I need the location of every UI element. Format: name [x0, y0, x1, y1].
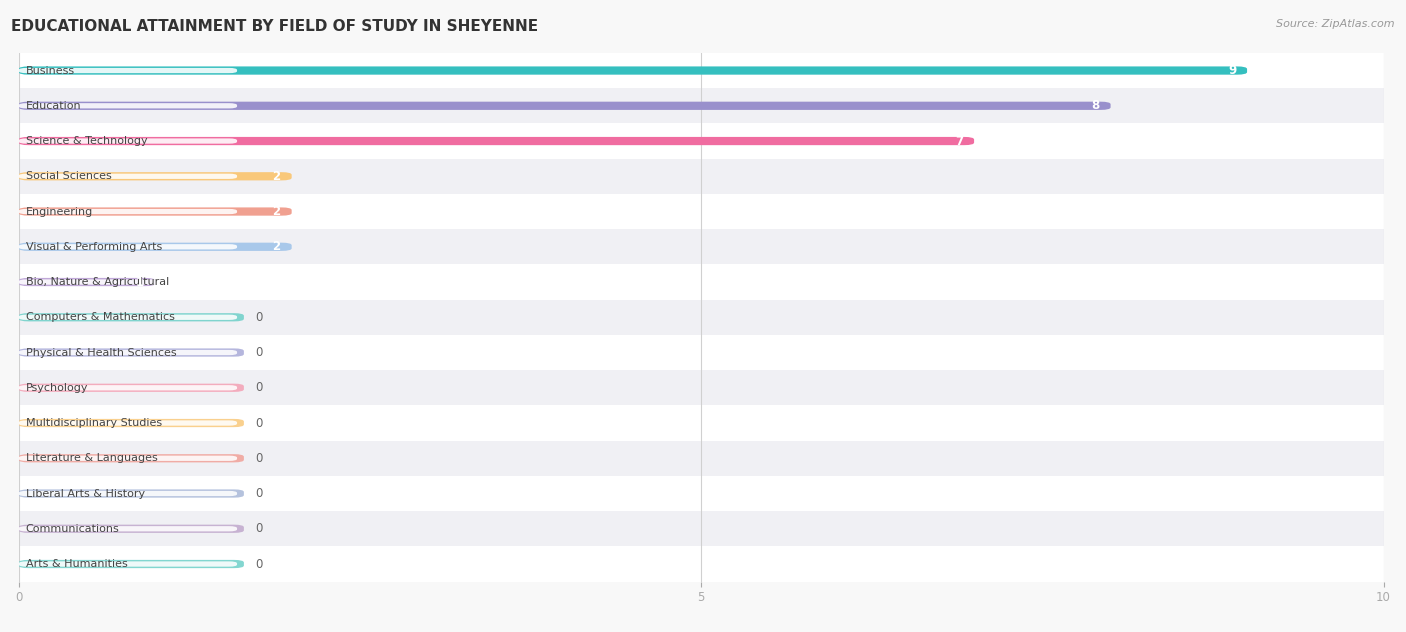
FancyBboxPatch shape: [18, 526, 238, 532]
FancyBboxPatch shape: [18, 137, 974, 145]
FancyBboxPatch shape: [18, 456, 238, 461]
Text: 0: 0: [254, 311, 262, 324]
Text: 0: 0: [254, 487, 262, 500]
Bar: [18, 88, 1384, 123]
Text: Social Sciences: Social Sciences: [25, 171, 111, 181]
FancyBboxPatch shape: [18, 244, 238, 250]
Text: Computers & Mathematics: Computers & Mathematics: [25, 312, 174, 322]
FancyBboxPatch shape: [18, 491, 238, 496]
Text: 2: 2: [273, 170, 281, 183]
Bar: [18, 159, 1384, 194]
Bar: [18, 476, 1384, 511]
Text: Physical & Health Sciences: Physical & Health Sciences: [25, 348, 176, 358]
FancyBboxPatch shape: [18, 561, 238, 567]
Bar: [18, 229, 1384, 264]
FancyBboxPatch shape: [18, 384, 243, 392]
Text: 2: 2: [273, 205, 281, 218]
Text: Bio, Nature & Agricultural: Bio, Nature & Agricultural: [25, 277, 169, 287]
Text: Literature & Languages: Literature & Languages: [25, 453, 157, 463]
Text: Psychology: Psychology: [25, 383, 89, 392]
FancyBboxPatch shape: [18, 138, 238, 143]
FancyBboxPatch shape: [18, 278, 155, 286]
Bar: [18, 441, 1384, 476]
Bar: [18, 547, 1384, 581]
FancyBboxPatch shape: [18, 209, 238, 214]
Text: 0: 0: [254, 557, 262, 571]
FancyBboxPatch shape: [18, 350, 238, 355]
FancyBboxPatch shape: [18, 279, 238, 284]
Text: Engineering: Engineering: [25, 207, 93, 217]
Text: Liberal Arts & History: Liberal Arts & History: [25, 489, 145, 499]
Text: Visual & Performing Arts: Visual & Performing Arts: [25, 242, 162, 252]
Bar: [18, 264, 1384, 300]
Text: Education: Education: [25, 100, 82, 111]
FancyBboxPatch shape: [18, 489, 243, 497]
Text: 0: 0: [254, 381, 262, 394]
FancyBboxPatch shape: [18, 385, 238, 391]
Text: EDUCATIONAL ATTAINMENT BY FIELD OF STUDY IN SHEYENNE: EDUCATIONAL ATTAINMENT BY FIELD OF STUDY…: [11, 19, 538, 34]
FancyBboxPatch shape: [18, 172, 291, 180]
FancyBboxPatch shape: [18, 348, 243, 356]
FancyBboxPatch shape: [18, 454, 243, 463]
Bar: [18, 335, 1384, 370]
FancyBboxPatch shape: [18, 525, 243, 533]
Bar: [18, 405, 1384, 441]
FancyBboxPatch shape: [18, 174, 238, 179]
Bar: [18, 300, 1384, 335]
FancyBboxPatch shape: [18, 102, 1111, 110]
Text: Source: ZipAtlas.com: Source: ZipAtlas.com: [1277, 19, 1395, 29]
FancyBboxPatch shape: [18, 103, 238, 109]
FancyBboxPatch shape: [18, 207, 291, 216]
Text: 7: 7: [955, 135, 963, 147]
FancyBboxPatch shape: [18, 68, 238, 73]
Text: 0: 0: [254, 452, 262, 465]
Text: 2: 2: [273, 240, 281, 253]
FancyBboxPatch shape: [18, 315, 238, 320]
Text: 1: 1: [136, 276, 145, 289]
Text: 8: 8: [1091, 99, 1099, 112]
FancyBboxPatch shape: [18, 560, 243, 568]
FancyBboxPatch shape: [18, 313, 243, 322]
Text: Multidisciplinary Studies: Multidisciplinary Studies: [25, 418, 162, 428]
FancyBboxPatch shape: [18, 420, 238, 426]
Bar: [18, 511, 1384, 547]
FancyBboxPatch shape: [18, 419, 243, 427]
Text: Arts & Humanities: Arts & Humanities: [25, 559, 128, 569]
Bar: [18, 53, 1384, 88]
Text: Communications: Communications: [25, 524, 120, 534]
Text: 0: 0: [254, 522, 262, 535]
Text: 0: 0: [254, 346, 262, 359]
FancyBboxPatch shape: [18, 243, 291, 251]
Text: 0: 0: [254, 416, 262, 430]
Text: Science & Technology: Science & Technology: [25, 136, 148, 146]
Bar: [18, 194, 1384, 229]
Bar: [18, 123, 1384, 159]
Bar: [18, 370, 1384, 405]
FancyBboxPatch shape: [18, 66, 1247, 75]
Text: Business: Business: [25, 66, 75, 76]
Text: 9: 9: [1227, 64, 1236, 77]
